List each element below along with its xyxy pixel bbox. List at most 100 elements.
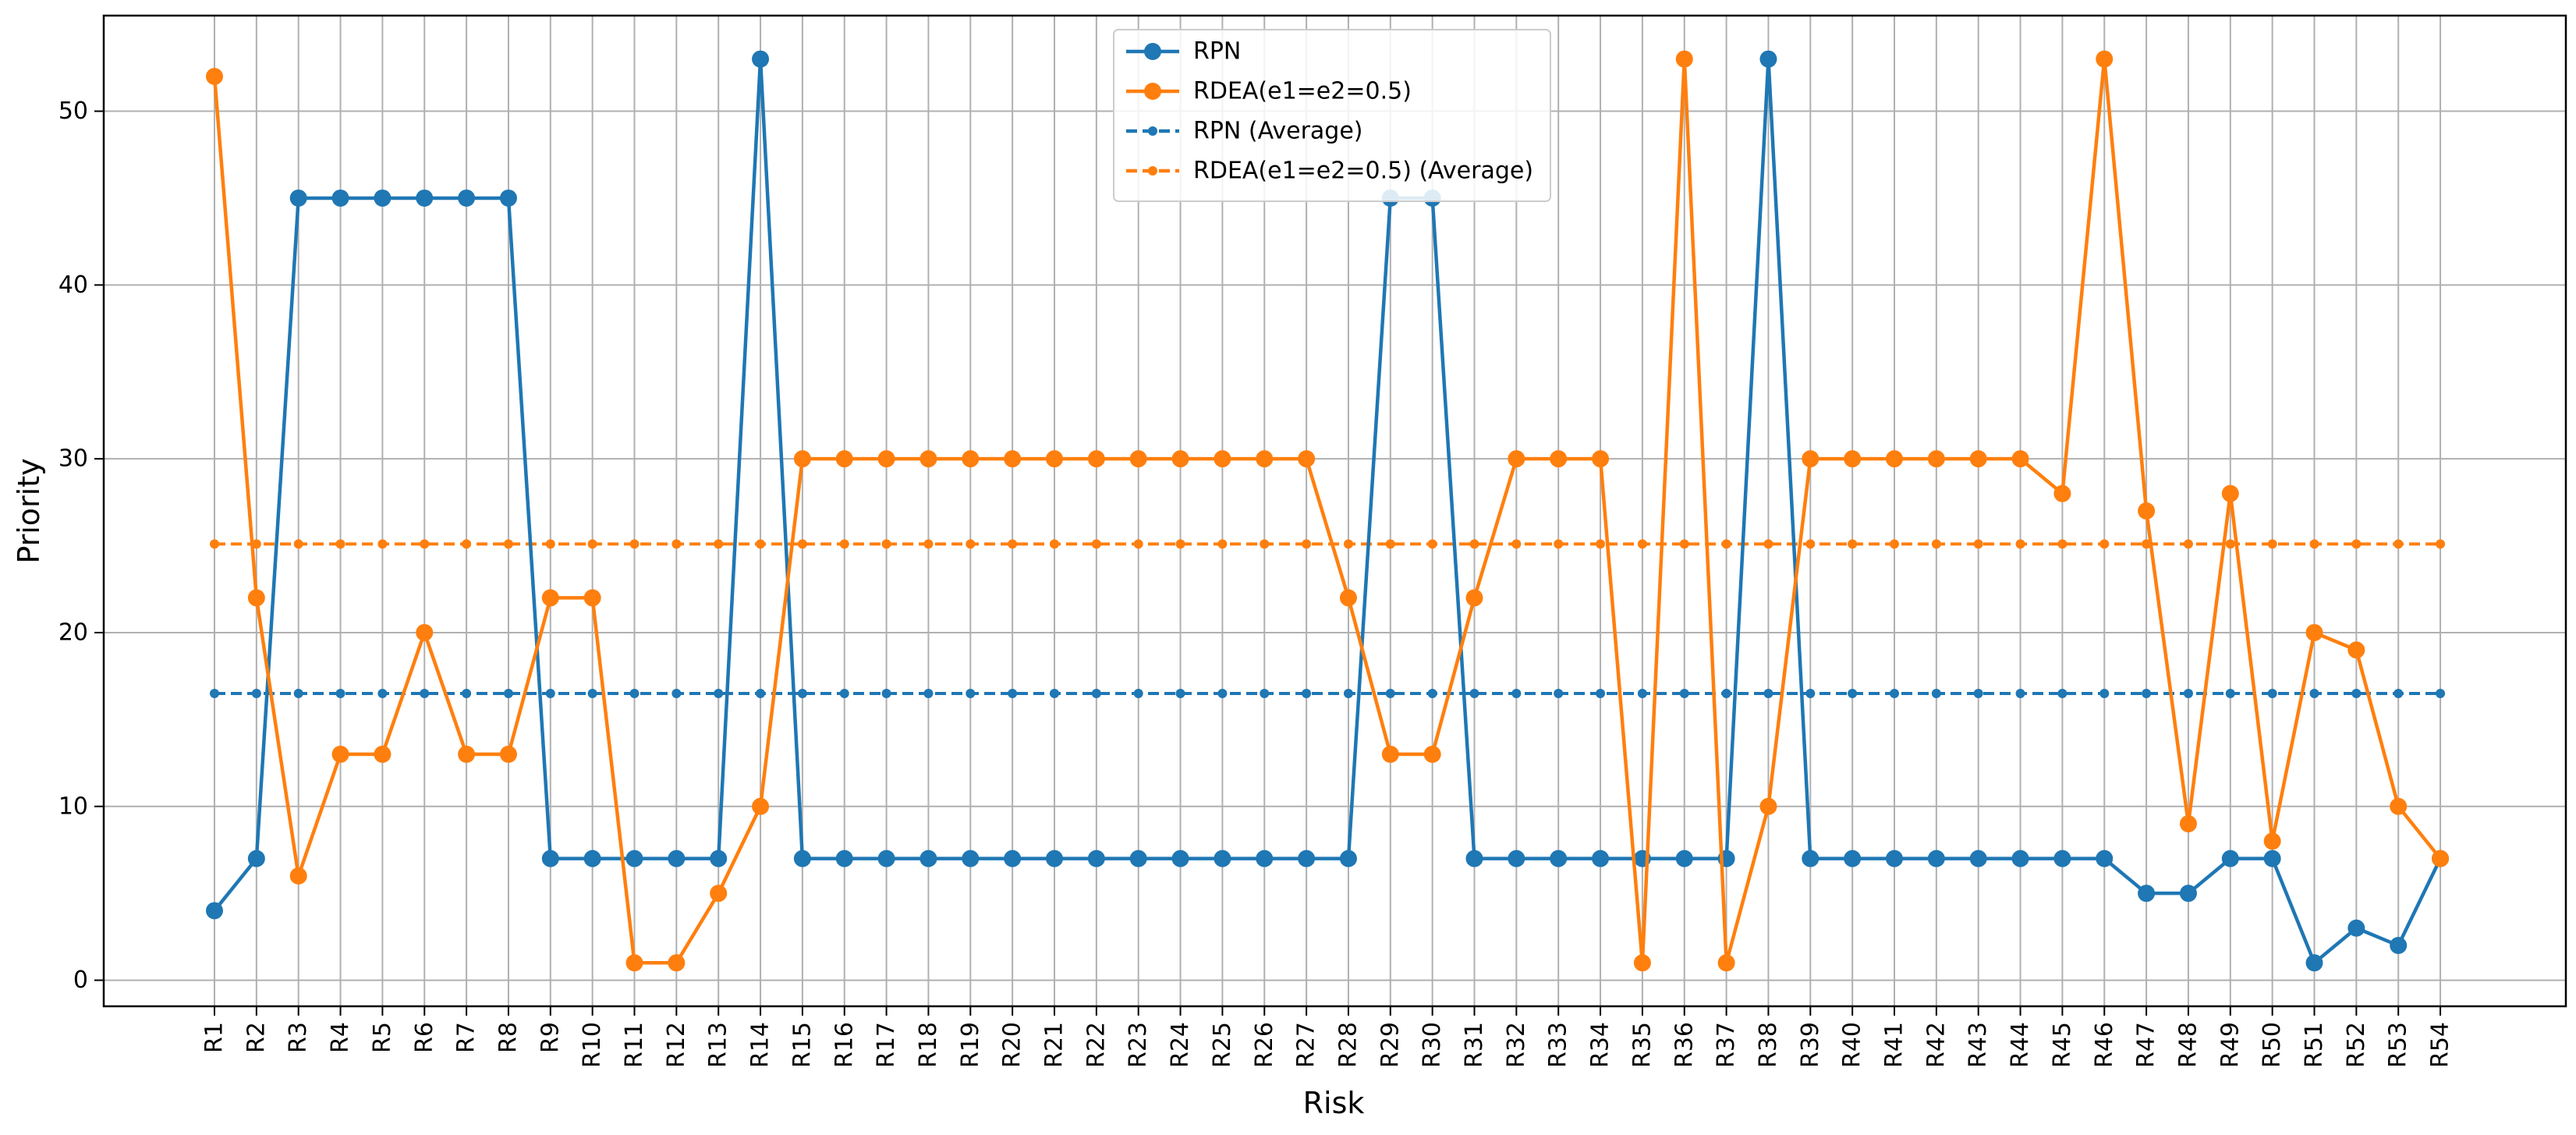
y-axis-label: Priority (12, 458, 46, 563)
data-point (1339, 849, 1357, 867)
x-tick-label: R26 (1251, 1022, 1278, 1068)
data-point (1087, 450, 1105, 468)
data-point (335, 688, 345, 698)
x-tick-label: R15 (788, 1022, 816, 1068)
data-point (1848, 539, 1858, 549)
data-point (714, 688, 724, 698)
data-point (541, 849, 559, 867)
data-point (1675, 849, 1693, 867)
data-point (1087, 849, 1105, 867)
series-2 (210, 688, 2446, 698)
x-tick-label: R35 (1628, 1022, 1656, 1068)
data-point (377, 688, 388, 698)
data-point (1931, 539, 1941, 549)
data-point (1554, 688, 1564, 698)
data-point (1004, 450, 1022, 468)
x-tick-label: R37 (1713, 1022, 1740, 1068)
data-point (2138, 502, 2156, 520)
data-point (1511, 688, 1522, 698)
data-point (2305, 623, 2323, 641)
data-point (2221, 484, 2239, 502)
x-tick-label: R21 (1041, 1022, 1068, 1068)
y-tick-label: 40 (58, 271, 88, 299)
x-tick-label: R3 (285, 1022, 312, 1053)
x-tick-label: R16 (831, 1022, 858, 1068)
data-point (1339, 589, 1357, 607)
data-point (503, 688, 513, 698)
data-point (1214, 849, 1231, 867)
x-tick-label: R12 (663, 1022, 690, 1068)
x-tick-label: R48 (2174, 1022, 2202, 1068)
data-point (210, 688, 219, 698)
data-point (1973, 539, 1983, 549)
data-point (714, 539, 724, 549)
data-point (2432, 849, 2450, 867)
data-point (2057, 688, 2068, 698)
legend-marker (1144, 83, 1161, 100)
data-point (1890, 688, 1899, 698)
data-point (793, 450, 811, 468)
data-point (1050, 688, 1059, 698)
data-point (1217, 539, 1228, 549)
data-point (1886, 450, 1903, 468)
data-point (668, 954, 686, 972)
x-tick-label: R6 (411, 1022, 438, 1053)
data-point (877, 450, 895, 468)
x-tick-label: R50 (2259, 1022, 2286, 1068)
data-point (1721, 688, 1731, 698)
data-point (1465, 589, 1483, 607)
data-point (2053, 849, 2071, 867)
y-tick-label: 10 (58, 793, 88, 820)
data-point (1385, 688, 1395, 698)
data-point (2096, 849, 2114, 867)
data-point (1717, 954, 1735, 972)
data-point (206, 902, 223, 920)
data-point (629, 688, 640, 698)
legend-label: RDEA(e1=e2=0.5) (Average) (1193, 158, 1533, 185)
data-point (1423, 745, 1441, 763)
data-point (293, 688, 303, 698)
data-point (503, 539, 513, 549)
x-tick-label: R46 (2091, 1022, 2118, 1068)
data-point (1050, 539, 1059, 549)
data-point (1469, 539, 1479, 549)
data-point (499, 745, 517, 763)
data-point (625, 849, 643, 867)
x-tick-label: R27 (1293, 1022, 1320, 1068)
data-point (583, 589, 601, 607)
data-point (1214, 450, 1231, 468)
legend-marker (1144, 43, 1161, 60)
data-point (247, 589, 265, 607)
data-point (1805, 539, 1816, 549)
data-point (2309, 539, 2319, 549)
x-tick-label: R20 (999, 1022, 1026, 1068)
data-point (2053, 484, 2071, 502)
data-point (462, 688, 472, 698)
data-point (1427, 539, 1437, 549)
x-tick-label: R34 (1587, 1022, 1614, 1068)
data-point (2394, 539, 2404, 549)
data-point (1046, 450, 1063, 468)
data-point (374, 745, 392, 763)
data-point (2183, 688, 2193, 698)
data-point (374, 189, 392, 207)
data-point (1848, 688, 1858, 698)
data-point (835, 849, 853, 867)
data-point (2183, 539, 2193, 549)
data-point (1637, 539, 1647, 549)
x-tick-label: R54 (2427, 1022, 2454, 1068)
x-tick-label: R18 (915, 1022, 942, 1068)
data-point (629, 539, 640, 549)
data-point (1298, 849, 1316, 867)
data-point (1759, 50, 1777, 68)
data-point (2057, 539, 2068, 549)
x-tick-label: R7 (453, 1022, 480, 1053)
data-point (2096, 50, 2114, 68)
plot-frame (102, 14, 2567, 1008)
x-tick-label: R52 (2343, 1022, 2370, 1068)
x-tick-label: R43 (1965, 1022, 1992, 1068)
data-point (2263, 849, 2281, 867)
data-point (1554, 539, 1564, 549)
data-point (416, 623, 434, 641)
